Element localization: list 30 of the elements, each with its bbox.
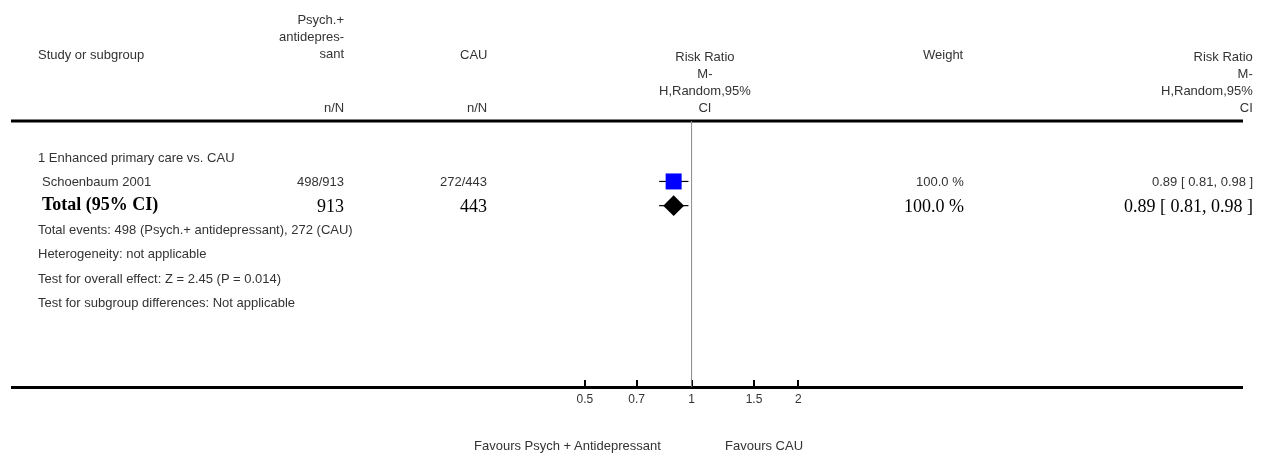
x-tick-label: 2 (794, 392, 802, 407)
x-tick-label: 0.5 (576, 392, 594, 407)
annotation: 443 (460, 196, 487, 216)
x-tick-label: 1.5 (745, 392, 763, 407)
annotation: 100.0 % (904, 196, 964, 216)
annotation: Heterogeneity: not applicable (38, 246, 207, 261)
x-tick-label: 1 (688, 392, 696, 407)
text: Favours Psych + Antidepressant (474, 438, 662, 453)
text: Risk Ratio M- H,Random,95% CI (659, 49, 752, 115)
text: n/N (467, 100, 488, 115)
text: Favours CAU (725, 438, 804, 453)
annotation: 272/443 (440, 174, 487, 189)
text: Weight (923, 47, 964, 62)
annotation: 0.89 [ 0.81, 0.98 ] (1124, 196, 1253, 216)
text: CAU (460, 47, 488, 62)
annotation: 913 (317, 196, 344, 216)
annotation: Test for subgroup differences: Not applicable (38, 295, 296, 310)
annotation: Test for overall effect: Z = 2.45 (P = 0.014) (38, 271, 282, 286)
y-tick-label: Schoenbaum 2001 (42, 174, 152, 189)
y-tick-label: Total (95% CI) (42, 194, 159, 216)
text: Psych.+ antidepres- sant (279, 12, 345, 61)
annotation: Total events: 498 (Psych.+ antidepressant), 272 (CAU) (38, 222, 353, 237)
x-tick-label: 0.7 (628, 392, 646, 407)
text: Study or subgroup (38, 47, 145, 62)
text: n/N (324, 100, 345, 115)
annotation: 100.0 % (916, 174, 965, 189)
annotation: 1 Enhanced primary care vs. CAU (38, 150, 235, 165)
annotation: 0.89 [ 0.81, 0.98 ] (1152, 174, 1254, 189)
annotation: 498/913 (297, 174, 344, 189)
text: Risk Ratio M- H,Random,95% CI (1161, 49, 1254, 115)
